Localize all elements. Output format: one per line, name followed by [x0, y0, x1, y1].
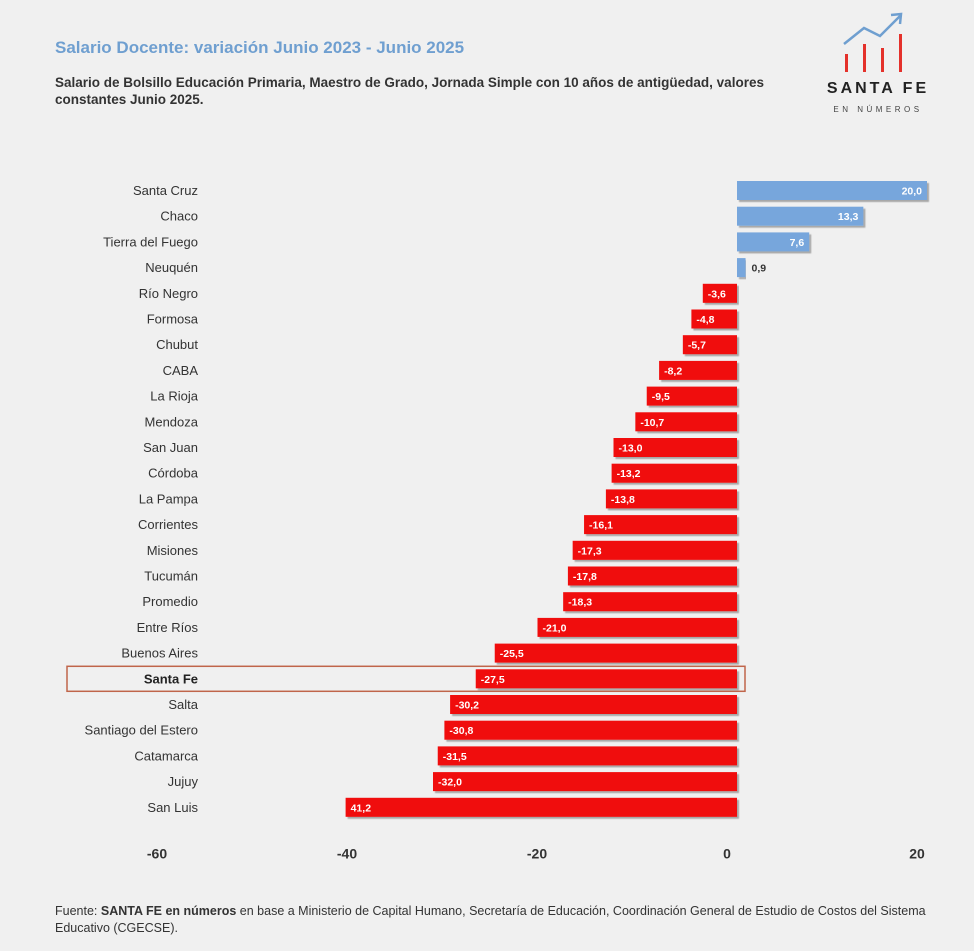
- data-label: -30,2: [455, 700, 479, 712]
- category-label: La Pampa: [139, 491, 199, 506]
- category-label: San Luis: [147, 800, 198, 815]
- category-label: Catamarca: [134, 748, 198, 763]
- category-label: Tierra del Fuego: [103, 234, 198, 249]
- data-label: -13,8: [611, 494, 635, 506]
- bar: [437, 746, 737, 766]
- bar: [737, 232, 810, 252]
- bar: [682, 335, 737, 355]
- source-bold: SANTA FE en números: [100, 904, 237, 918]
- data-label: -8,2: [664, 365, 682, 377]
- category-label: Buenos Aires: [121, 646, 198, 661]
- data-label: -30,8: [449, 725, 473, 737]
- data-label: -18,3: [568, 597, 592, 609]
- bar: [494, 643, 737, 663]
- bar: [444, 720, 737, 740]
- category-label: Entre Ríos: [137, 620, 199, 635]
- bar: [737, 258, 746, 278]
- category-label: Mendoza: [145, 414, 199, 429]
- data-label: -4,8: [696, 314, 714, 326]
- data-label: -13,2: [617, 468, 641, 480]
- source-prefix: Fuente:: [55, 904, 101, 918]
- category-label: Río Negro: [139, 286, 198, 301]
- bar: [567, 566, 737, 586]
- data-label: -32,0: [438, 777, 462, 789]
- category-label: Chaco: [160, 209, 198, 224]
- data-label: -13,0: [619, 443, 643, 455]
- category-label: San Juan: [143, 440, 198, 455]
- data-label: -27,5: [481, 674, 505, 686]
- source-rest: en base a Ministerio de Capital Humano, …: [55, 904, 926, 935]
- bar: [635, 412, 737, 432]
- category-label: La Rioja: [150, 389, 198, 404]
- data-label: -21,0: [543, 622, 567, 634]
- data-label: -9,5: [652, 391, 670, 403]
- bar: [563, 592, 737, 612]
- category-label: Neuquén: [145, 260, 198, 275]
- category-label: Chubut: [156, 337, 198, 352]
- bar: [475, 669, 737, 689]
- source-note: Fuente: SANTA FE en números en base a Mi…: [55, 903, 945, 937]
- data-label: -10,7: [640, 417, 664, 429]
- bar: [345, 797, 737, 817]
- category-label: Salta: [168, 697, 198, 712]
- bar-chart-arrow-icon: [843, 12, 903, 72]
- category-label: Promedio: [142, 594, 198, 609]
- x-tick-label: -60: [147, 846, 167, 862]
- category-label: Corrientes: [138, 517, 198, 532]
- bar: [433, 772, 737, 792]
- x-tick-label: 20: [909, 846, 925, 862]
- bar: [537, 617, 737, 637]
- bar: [646, 386, 737, 406]
- bar: [584, 515, 737, 535]
- category-label: Formosa: [147, 312, 199, 327]
- data-label: 13,3: [838, 211, 859, 223]
- category-label: Santa Fe: [144, 671, 198, 686]
- chart-title: Salario Docente: variación Junio 2023 - …: [55, 38, 465, 57]
- bar: [659, 360, 737, 380]
- data-label: -17,3: [578, 545, 602, 557]
- x-tick-label: 0: [723, 846, 731, 862]
- data-label: -3,6: [708, 288, 726, 300]
- bar: [613, 438, 737, 457]
- bar: [605, 489, 737, 509]
- bar: [572, 540, 737, 560]
- data-label: 7,6: [790, 237, 805, 249]
- santa-fe-logo: SANTA FE EN NÚMEROS: [808, 8, 948, 120]
- data-label: -31,5: [443, 751, 467, 763]
- category-label: Santa Cruz: [133, 183, 198, 198]
- category-label: Córdoba: [148, 466, 199, 481]
- data-label: -16,1: [589, 520, 613, 532]
- category-label: Tucumán: [144, 569, 198, 584]
- data-label: -25,5: [500, 648, 524, 660]
- logo-name: SANTA FE: [826, 80, 930, 97]
- data-label: 0,9: [752, 263, 767, 275]
- x-tick-label: -40: [337, 846, 357, 862]
- bar: [702, 283, 737, 303]
- category-label: CABA: [163, 363, 199, 378]
- category-label: Misiones: [147, 543, 199, 558]
- chart-subtitle: Salario de Bolsillo Educación Primaria, …: [55, 75, 764, 107]
- bar: [611, 463, 737, 483]
- data-label: 20,0: [902, 186, 923, 198]
- bar-chart: Santa Cruz 20,0 Chaco 13,3 Tierra del Fuego 7…: [66, 181, 927, 862]
- category-label: Santiago del Estero: [85, 723, 198, 738]
- bar: [450, 695, 737, 714]
- bar: [737, 206, 864, 226]
- category-label: Jujuy: [168, 774, 199, 789]
- bar: [691, 309, 737, 329]
- highlight-box: [66, 665, 746, 693]
- logo-tagline: EN NÚMEROS: [833, 105, 923, 114]
- data-label: 41,2: [351, 802, 372, 814]
- bar: [737, 181, 927, 200]
- data-label: -5,7: [688, 340, 706, 352]
- data-label: -17,8: [573, 571, 597, 583]
- x-tick-label: -20: [527, 846, 547, 862]
